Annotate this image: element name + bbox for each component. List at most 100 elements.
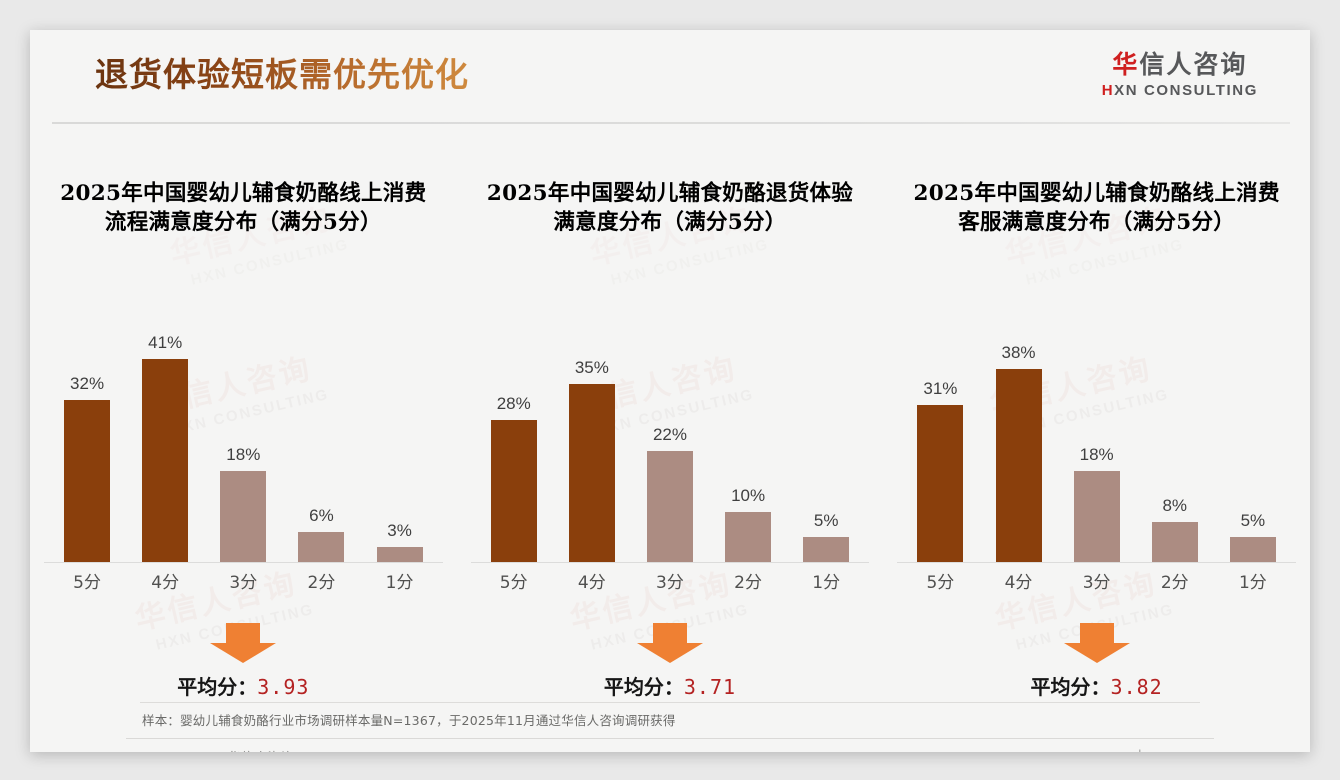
x-tick-label: 2分 bbox=[1160, 573, 1189, 594]
bar-item[interactable]: 18% bbox=[1058, 333, 1136, 564]
chart-title: 2025年中国婴幼儿辅食奶酪退货体验满意度分布（满分5分） bbox=[486, 181, 854, 235]
bar-item[interactable]: 32% bbox=[48, 333, 126, 564]
bar-rect bbox=[64, 400, 111, 564]
bar-value-label: 41% bbox=[148, 333, 183, 353]
x-tick-label: 4分 bbox=[1004, 573, 1033, 594]
bar-chart: 28% 35% 22% 10% bbox=[457, 289, 884, 593]
bar-rect bbox=[1073, 471, 1120, 564]
down-arrow-icon bbox=[210, 623, 277, 664]
chart-title: 2025年中国婴幼儿辅食奶酪线上消费客服满意度分布（满分5分） bbox=[913, 181, 1280, 235]
bar-rect bbox=[376, 547, 423, 564]
bar-rect bbox=[1151, 522, 1198, 564]
bar-item[interactable]: 3% bbox=[361, 333, 439, 564]
axis-baseline bbox=[470, 562, 870, 564]
x-tick-label: 5分 bbox=[926, 573, 955, 594]
bar-rect bbox=[220, 471, 267, 564]
bars-container: 32% 41% 18% 6% bbox=[30, 333, 457, 564]
footer-divider bbox=[126, 738, 1214, 739]
bar-rect bbox=[803, 537, 850, 564]
x-tick-label: 1分 bbox=[1238, 573, 1267, 594]
website-link[interactable]: www.hxrcon.com bbox=[1107, 748, 1206, 752]
x-tick-label: 2分 bbox=[734, 573, 762, 594]
bars-container: 31% 38% 18% 8% bbox=[883, 333, 1310, 564]
average-label: 平均分： bbox=[1030, 675, 1111, 700]
logo-english-name: HXN CONSULTING bbox=[1102, 83, 1258, 98]
sample-footnote: 样本：婴幼儿辅食奶酪行业市场调研样本量N=1367，于2025年11月通过华信人… bbox=[142, 713, 676, 728]
bar-rect bbox=[725, 512, 772, 564]
axis-baseline bbox=[897, 562, 1296, 564]
average-block: 平均分：3.71 bbox=[457, 623, 884, 713]
bar-value-label: 3% bbox=[387, 521, 412, 541]
x-tick-label: 3分 bbox=[656, 573, 684, 594]
average-block: 平均分：3.93 bbox=[30, 623, 457, 713]
x-axis-ticks: 5分 4分 3分 2分 1分 bbox=[457, 568, 884, 593]
bar-value-label: 32% bbox=[70, 374, 105, 394]
down-arrow-icon bbox=[1063, 623, 1130, 664]
average-value: 3.71 bbox=[683, 675, 737, 700]
average-block: 平均分：3.82 bbox=[883, 623, 1310, 713]
slide-canvas: 华信人咨询 HXN CONSULTING 华信人咨询 HXN CONSULTIN… bbox=[30, 30, 1310, 752]
bar-item[interactable]: 5% bbox=[787, 333, 865, 564]
logo-cn-red: 华 bbox=[1112, 50, 1140, 79]
bar-rect bbox=[142, 359, 189, 564]
bar-item[interactable]: 38% bbox=[979, 333, 1057, 564]
bar-item[interactable]: 8% bbox=[1136, 333, 1214, 564]
bar-item[interactable]: 22% bbox=[631, 333, 709, 564]
footnote-divider bbox=[140, 702, 1200, 703]
header-divider bbox=[52, 122, 1290, 124]
x-tick-label: 2分 bbox=[307, 573, 336, 594]
average-value: 3.82 bbox=[1110, 675, 1163, 700]
bar-rect bbox=[298, 532, 345, 564]
average-label: 平均分： bbox=[177, 675, 258, 700]
chart-panel-consumption-flow: 2025年中国婴幼儿辅食奶酪线上消费流程满意度分布（满分5分） 32% 41% … bbox=[30, 180, 457, 713]
average-score: 平均分：3.82 bbox=[883, 671, 1310, 700]
x-tick-label: 4分 bbox=[577, 573, 606, 594]
chart-title: 2025年中国婴幼儿辅食奶酪线上消费流程满意度分布（满分5分） bbox=[60, 181, 427, 235]
logo-cn-gray: 信人咨询 bbox=[1139, 50, 1248, 79]
copyright-text: ©2026.1 HXR华信人咨询 bbox=[134, 747, 294, 752]
bar-item[interactable]: 18% bbox=[204, 333, 282, 564]
bar-rect bbox=[917, 405, 964, 564]
bar-value-label: 38% bbox=[1001, 343, 1036, 363]
bar-item[interactable]: 41% bbox=[126, 333, 204, 564]
x-tick-label: 5分 bbox=[499, 573, 528, 594]
bar-item[interactable]: 6% bbox=[282, 333, 360, 564]
bar-value-label: 18% bbox=[1079, 445, 1114, 465]
bar-rect bbox=[646, 451, 693, 564]
x-tick-label: 1分 bbox=[812, 573, 841, 594]
bar-value-label: 6% bbox=[309, 506, 334, 526]
bar-item[interactable]: 31% bbox=[901, 333, 979, 564]
logo-en-gray: XN CONSULTING bbox=[1114, 82, 1258, 99]
chart-panel-customer-service: 2025年中国婴幼儿辅食奶酪线上消费客服满意度分布（满分5分） 31% 38% … bbox=[883, 180, 1310, 713]
bar-item[interactable]: 5% bbox=[1214, 333, 1292, 564]
logo-chinese-name: 华信人咨询 bbox=[1102, 52, 1258, 77]
bar-rect bbox=[568, 384, 615, 564]
bar-rect bbox=[995, 369, 1042, 564]
x-tick-label: 1分 bbox=[385, 573, 414, 594]
down-arrow-icon bbox=[636, 623, 703, 664]
bar-value-label: 35% bbox=[574, 358, 609, 378]
bars-container: 28% 35% 22% 10% bbox=[457, 333, 884, 564]
bar-value-label: 18% bbox=[226, 445, 261, 465]
bar-value-label: 22% bbox=[652, 425, 687, 445]
bar-chart: 32% 41% 18% 6% bbox=[30, 289, 457, 593]
x-tick-label: 3分 bbox=[229, 573, 258, 594]
page-title: 退货体验短板需优先优化 bbox=[95, 48, 469, 96]
charts-row: 2025年中国婴幼儿辅食奶酪线上消费流程满意度分布（满分5分） 32% 41% … bbox=[30, 180, 1310, 713]
bar-item[interactable]: 10% bbox=[709, 333, 787, 564]
bar-item[interactable]: 28% bbox=[475, 333, 553, 564]
x-tick-label: 5分 bbox=[73, 573, 101, 594]
bar-chart: 31% 38% 18% 8% bbox=[883, 289, 1310, 593]
logo-en-red: H bbox=[1101, 82, 1115, 99]
bar-value-label: 5% bbox=[813, 511, 839, 531]
chart-panel-return-experience: 2025年中国婴幼儿辅食奶酪退货体验满意度分布（满分5分） 28% 35% 22… bbox=[457, 180, 884, 713]
company-logo: 华信人咨询 HXN CONSULTING bbox=[1102, 52, 1258, 98]
bar-value-label: 31% bbox=[923, 379, 958, 399]
bar-item[interactable]: 35% bbox=[553, 333, 631, 564]
bar-value-label: 10% bbox=[731, 486, 766, 506]
average-score: 平均分：3.71 bbox=[457, 671, 884, 700]
bar-value-label: 28% bbox=[496, 394, 531, 414]
average-label: 平均分： bbox=[603, 675, 684, 700]
slide-header: 退货体验短板需优先优化 华信人咨询 HXN CONSULTING bbox=[30, 30, 1310, 118]
x-tick-label: 4分 bbox=[151, 573, 180, 594]
